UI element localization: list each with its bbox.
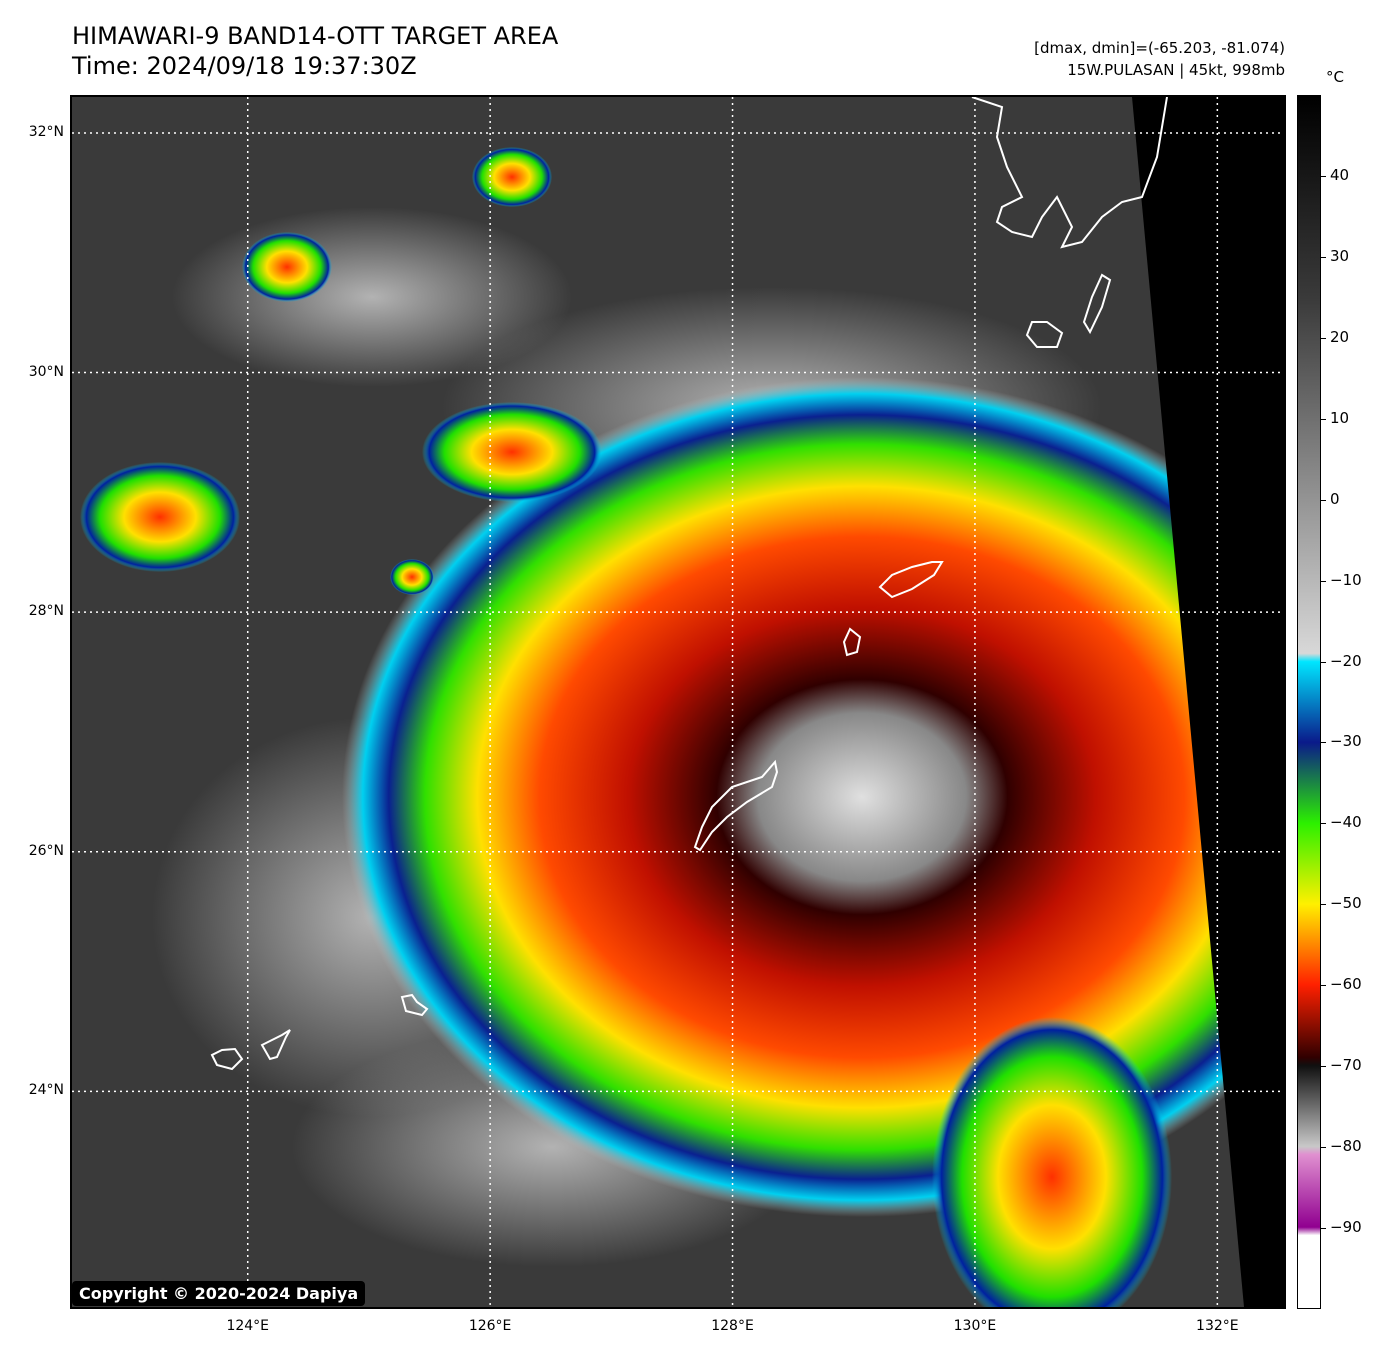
colorbar-tick-label: 20 — [1330, 327, 1350, 346]
copyright-badge: Copyright © 2020-2024 Dapiya — [72, 1281, 366, 1306]
colorbar-tick-mark — [1321, 661, 1326, 663]
colorbar-tick-mark — [1321, 256, 1326, 258]
convective-cell — [472, 147, 552, 207]
yakushima-coastline — [1025, 321, 1064, 348]
colorbar-tick-label: −20 — [1330, 651, 1362, 670]
storm-layer — [80, 147, 1284, 1307]
colorbar-tick-label: 40 — [1330, 165, 1350, 184]
storm-rainband — [932, 1017, 1172, 1307]
colorbar-tick-label: −50 — [1330, 894, 1362, 913]
colorbar-tick-mark — [1321, 1228, 1326, 1230]
colorbar-tick-mark — [1321, 175, 1326, 177]
longitude-label: 132°E — [1196, 1318, 1239, 1334]
ishigaki-coastline — [210, 1047, 244, 1071]
haze-cloud — [172, 207, 572, 387]
colorbar-tick-label: −30 — [1330, 732, 1362, 751]
colorbar-tick-mark — [1321, 1066, 1326, 1068]
kyushu-coastline — [971, 97, 1168, 249]
colorbar-tick-mark — [1321, 742, 1326, 744]
colorbar-unit: °C — [1326, 68, 1344, 86]
storm-info: 15W.PULASAN | 45kt, 998mb — [1067, 61, 1285, 79]
storm-cloud-shield — [342, 377, 1284, 1217]
amami-coastline — [878, 561, 944, 599]
latitude-label: 26°N — [28, 842, 64, 859]
longitude-label: 126°E — [468, 1318, 512, 1334]
okinawa-coastline — [693, 759, 779, 852]
convective-cell — [422, 402, 602, 502]
satellite-map — [70, 95, 1286, 1309]
no-data-region — [1132, 97, 1284, 1307]
iriomote-coastline — [260, 1029, 291, 1061]
colorbar-tick-label: −40 — [1330, 813, 1362, 832]
map-title: HIMAWARI-9 BAND14-OTT TARGET AREA — [72, 22, 559, 50]
colorbar-tick-label: −10 — [1330, 570, 1362, 589]
latitude-label: 32°N — [28, 123, 64, 140]
colorbar-tick-mark — [1321, 985, 1326, 987]
latitude-label: 28°N — [28, 603, 64, 620]
colorbar-tick-mark — [1321, 580, 1326, 582]
coastlines — [210, 97, 1168, 1071]
colorbar-tick-label: −70 — [1330, 1056, 1362, 1075]
temperature-colorbar — [1297, 95, 1321, 1309]
colorbar-tick-label: −90 — [1330, 1218, 1362, 1237]
longitude-label: 130°E — [953, 1318, 997, 1334]
colorbar-tick-label: −80 — [1330, 1137, 1362, 1156]
convective-cell — [80, 462, 240, 572]
map-timestamp: Time: 2024/09/18 19:37:30Z — [72, 52, 417, 80]
colorbar-tick-label: 0 — [1330, 489, 1340, 508]
colorbar-tick-mark — [1321, 904, 1326, 906]
colorbar-tick-mark — [1321, 499, 1326, 501]
colorbar-tick-mark — [1321, 337, 1326, 339]
colorbar-tick-mark — [1321, 1147, 1326, 1149]
tokunoshima-coastline — [842, 627, 862, 657]
colorbar-tick-label: 30 — [1330, 246, 1350, 265]
convective-cell — [242, 232, 332, 302]
temperature-range-readout: [dmax, dmin]=(-65.203, -81.074) — [1034, 39, 1285, 57]
convective-cell — [390, 559, 434, 595]
latitude-label: 24°N — [28, 1082, 64, 1099]
colorbar-tick-mark — [1321, 418, 1326, 420]
tanegashima-coastline — [1082, 273, 1112, 335]
latitude-label: 30°N — [28, 363, 64, 380]
longitude-label: 124°E — [226, 1318, 270, 1334]
miyako-coastline — [400, 993, 429, 1017]
longitude-label: 128°E — [711, 1318, 754, 1334]
colorbar-tick-label: 10 — [1330, 408, 1350, 427]
colorbar-tick-label: −60 — [1330, 975, 1362, 994]
lat-lon-grid — [72, 97, 1284, 1307]
colorbar-tick-mark — [1321, 823, 1326, 825]
